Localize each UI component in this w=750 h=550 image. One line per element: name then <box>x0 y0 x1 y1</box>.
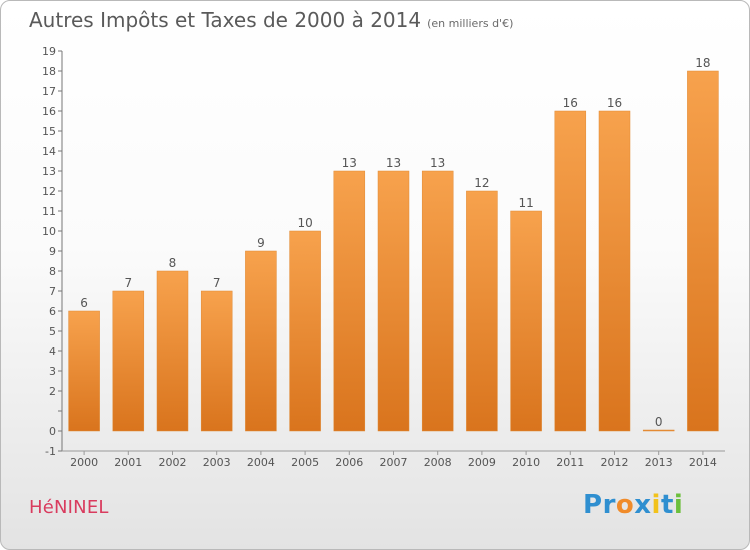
bar <box>466 190 498 432</box>
bar <box>377 170 410 432</box>
y-tick-label: 18 <box>42 65 56 78</box>
chart-title-unit: (en milliers d'€) <box>427 17 514 30</box>
data-label: 6 <box>80 296 88 310</box>
proxiti-logo[interactable]: Proxiti <box>583 490 683 520</box>
y-tick-label: 19 <box>42 45 56 58</box>
bar <box>598 110 631 432</box>
y-tick-label: -1 <box>45 445 56 458</box>
y-tick-label: 4 <box>49 345 56 358</box>
y-tick-label: 11 <box>42 205 56 218</box>
bar <box>421 170 454 432</box>
chart-title: Autres Impôts et Taxes de 2000 à 2014 (en… <box>29 8 513 32</box>
y-tick-label: 10 <box>42 225 56 238</box>
data-label: 16 <box>607 96 622 110</box>
data-label: 12 <box>474 176 489 190</box>
data-label: 10 <box>297 216 312 230</box>
data-label: 13 <box>430 156 445 170</box>
y-tick-label: 0 <box>49 425 56 438</box>
logo-letter: t <box>660 490 674 520</box>
x-tick-label: 2002 <box>159 456 187 469</box>
data-label: 8 <box>169 256 177 270</box>
logo-letter: i <box>673 490 684 520</box>
bar <box>68 310 100 432</box>
logo-letter: x <box>634 490 652 520</box>
y-tick-label: 14 <box>42 145 56 158</box>
x-tick-label: 2014 <box>689 456 717 469</box>
data-label: 0 <box>655 415 663 429</box>
x-tick-label: 2010 <box>512 456 540 469</box>
y-tick-label: 13 <box>42 165 56 178</box>
x-tick-label: 2008 <box>424 456 452 469</box>
bar <box>510 210 542 432</box>
data-label: 16 <box>563 96 578 110</box>
y-tick-label: 8 <box>49 265 56 278</box>
data-label: 13 <box>342 156 357 170</box>
data-label: 7 <box>213 276 221 290</box>
y-tick-label: 16 <box>42 105 56 118</box>
x-tick-label: 2007 <box>380 456 408 469</box>
bar <box>642 429 675 432</box>
bar <box>112 290 145 432</box>
x-tick-label: 2003 <box>203 456 231 469</box>
x-tick-label: 2009 <box>468 456 496 469</box>
bar <box>687 70 719 432</box>
y-tick-label: 3 <box>49 365 56 378</box>
data-label: 9 <box>257 236 265 250</box>
bar <box>333 170 366 432</box>
bar <box>289 230 321 432</box>
commune-name: HéNINEL <box>29 497 109 518</box>
x-tick-label: 2004 <box>247 456 275 469</box>
y-tick-label: 6 <box>49 305 56 318</box>
logo-letter: P <box>583 490 603 520</box>
data-label: 18 <box>695 56 710 70</box>
x-tick-label: 2006 <box>335 456 363 469</box>
bar <box>554 110 587 432</box>
bar <box>200 290 233 432</box>
y-tick-label: 12 <box>42 185 56 198</box>
x-tick-label: 2012 <box>601 456 629 469</box>
y-tick-label: 2 <box>49 385 56 398</box>
y-tick-label: 5 <box>49 325 56 338</box>
x-tick-label: 2013 <box>645 456 673 469</box>
bar <box>156 270 189 432</box>
logo-letter: r <box>602 490 616 520</box>
x-tick-label: 2011 <box>556 456 584 469</box>
x-tick-label: 2001 <box>114 456 142 469</box>
y-tick-label: 15 <box>42 125 56 138</box>
bar <box>245 250 277 432</box>
x-tick-label: 2005 <box>291 456 319 469</box>
data-label: 13 <box>386 156 401 170</box>
x-tick-label: 2000 <box>70 456 98 469</box>
data-label: 7 <box>124 276 132 290</box>
logo-letter: i <box>651 490 661 520</box>
chart-title-text: Autres Impôts et Taxes de 2000 à 2014 <box>29 8 422 32</box>
y-tick-label: 17 <box>42 85 56 98</box>
y-tick-label: 7 <box>49 285 56 298</box>
data-label: 11 <box>518 196 533 210</box>
y-tick-label: 9 <box>49 245 56 258</box>
logo-letter: o <box>615 490 635 520</box>
